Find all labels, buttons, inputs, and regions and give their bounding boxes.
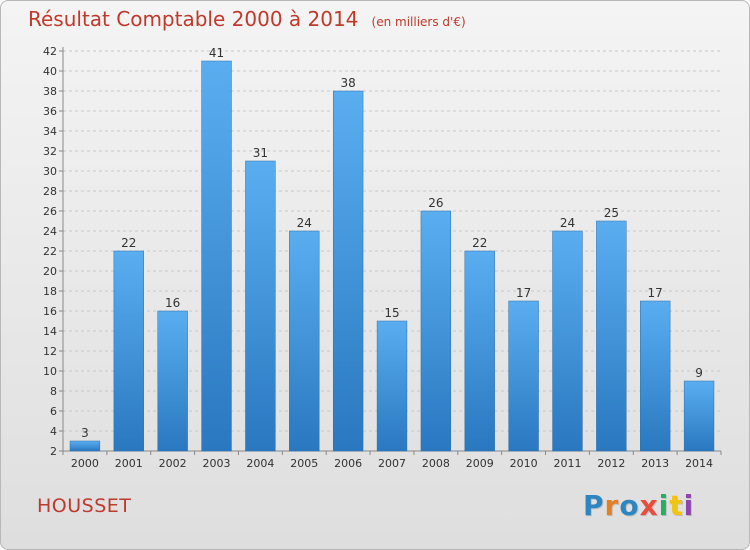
x-tick-label: 2002 bbox=[159, 457, 187, 470]
y-tick-label: 22 bbox=[43, 245, 57, 258]
bar-2005 bbox=[289, 230, 320, 452]
x-tick-label: 2008 bbox=[422, 457, 450, 470]
x-tick-label: 2003 bbox=[203, 457, 231, 470]
value-label: 38 bbox=[340, 76, 355, 90]
value-label: 41 bbox=[209, 46, 224, 60]
bar-2010 bbox=[508, 300, 539, 452]
y-tick-label: 28 bbox=[43, 185, 57, 198]
y-tick-label: 40 bbox=[43, 65, 57, 78]
y-tick-label: 26 bbox=[43, 205, 57, 218]
value-label: 17 bbox=[648, 286, 663, 300]
chart-subtitle: (en milliers d'€) bbox=[371, 15, 466, 29]
y-tick-label: 38 bbox=[43, 85, 57, 98]
y-tick-label: 30 bbox=[43, 165, 57, 178]
value-label: 17 bbox=[516, 286, 531, 300]
x-tick-label: 2000 bbox=[71, 457, 99, 470]
bar-2013 bbox=[640, 300, 671, 452]
chart-title-line: Résultat Comptable 2000 à 2014 (en milli… bbox=[28, 7, 466, 31]
bar-2006 bbox=[332, 90, 364, 452]
y-tick-label: 18 bbox=[43, 285, 57, 298]
value-label: 31 bbox=[253, 146, 268, 160]
bar-2003 bbox=[201, 60, 232, 452]
proxiti-logo: Proxiti bbox=[583, 489, 694, 522]
logo-letter: i bbox=[683, 489, 695, 522]
value-label: 25 bbox=[604, 206, 619, 220]
bar-2008 bbox=[420, 210, 452, 452]
bar-2001 bbox=[113, 250, 144, 452]
x-tick-label: 2006 bbox=[334, 457, 362, 470]
label-layer: 3 2000 22 2001 16 2002 41 2003 31 2004 24 2005 38 200… bbox=[71, 46, 713, 470]
value-label: 26 bbox=[428, 196, 443, 210]
y-tick-label: 34 bbox=[43, 125, 57, 138]
logo-letter: x bbox=[639, 489, 659, 522]
value-label: 24 bbox=[297, 216, 312, 230]
x-tick-label: 2007 bbox=[378, 457, 406, 470]
bar-2000 bbox=[69, 440, 101, 452]
commune-name: HOUSSET bbox=[37, 495, 132, 517]
y-tick-label: 6 bbox=[50, 405, 57, 418]
y-tick-label: 12 bbox=[43, 345, 57, 358]
bar-layer bbox=[69, 60, 715, 452]
logo-letter: o bbox=[619, 489, 640, 522]
logo-letter: P bbox=[583, 489, 605, 522]
y-tick-label: 8 bbox=[50, 385, 57, 398]
logo-letter: t bbox=[669, 489, 684, 522]
x-tick-label: 2012 bbox=[597, 457, 625, 470]
y-tick-label: 32 bbox=[43, 145, 57, 158]
bar-2011 bbox=[552, 230, 583, 452]
value-label: 9 bbox=[695, 366, 703, 380]
x-tick-label: 2010 bbox=[510, 457, 538, 470]
value-label: 22 bbox=[472, 236, 487, 250]
y-tick-label: 42 bbox=[43, 45, 57, 58]
bar-2009 bbox=[464, 250, 495, 452]
bar-2007 bbox=[376, 320, 408, 452]
x-tick-label: 2009 bbox=[466, 457, 494, 470]
x-tick-label: 2013 bbox=[641, 457, 669, 470]
y-tick-label: 16 bbox=[43, 305, 57, 318]
value-label: 24 bbox=[560, 216, 575, 230]
value-label: 16 bbox=[165, 296, 180, 310]
y-tick-label: 36 bbox=[43, 105, 57, 118]
bar-2014 bbox=[683, 380, 715, 452]
y-tick-label: 4 bbox=[50, 425, 57, 438]
y-tick-label: 2 bbox=[50, 445, 57, 458]
x-tick-label: 2004 bbox=[246, 457, 274, 470]
x-tick-label: 2001 bbox=[115, 457, 143, 470]
value-label: 3 bbox=[81, 426, 89, 440]
bar-2004 bbox=[245, 160, 276, 452]
value-label: 22 bbox=[121, 236, 136, 250]
logo-letter: i bbox=[658, 489, 670, 522]
y-tick-label: 14 bbox=[43, 325, 57, 338]
bar-2002 bbox=[157, 310, 188, 452]
y-tick-label: 24 bbox=[43, 225, 57, 238]
y-tick-label: 10 bbox=[43, 365, 57, 378]
y-tick-label: 20 bbox=[43, 265, 57, 278]
x-tick-label: 2011 bbox=[553, 457, 581, 470]
chart-title: Résultat Comptable 2000 à 2014 bbox=[28, 7, 359, 31]
bar-2012 bbox=[596, 220, 627, 452]
logo-letter: r bbox=[604, 489, 620, 522]
x-tick-label: 2005 bbox=[290, 457, 318, 470]
value-label: 15 bbox=[384, 306, 399, 320]
x-tick-label: 2014 bbox=[685, 457, 713, 470]
